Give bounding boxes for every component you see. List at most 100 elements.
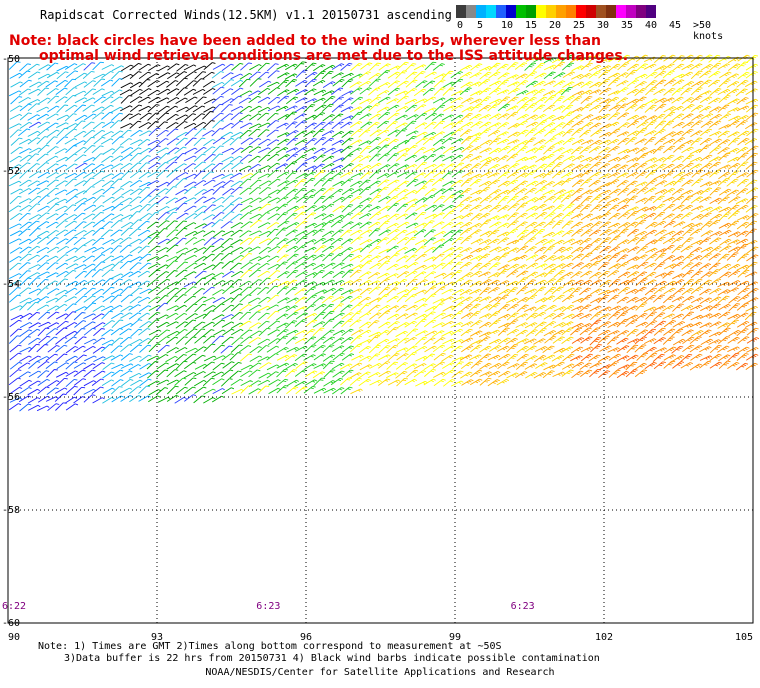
- wind-barb: [267, 263, 280, 270]
- wind-barb: [525, 262, 539, 270]
- wind-barb: [350, 155, 364, 163]
- wind-barb: [229, 137, 242, 146]
- wind-barb: [165, 161, 178, 170]
- wind-barb: [359, 254, 373, 263]
- wind-barb: [459, 64, 473, 71]
- wind-barb: [304, 370, 318, 378]
- wind-barb: [414, 313, 428, 320]
- wind-barb: [653, 327, 666, 336]
- wind-barb: [395, 304, 408, 313]
- wind-barb: [460, 121, 474, 129]
- wind-barb: [258, 246, 271, 255]
- wind-barb: [682, 222, 695, 229]
- wind-barb: [257, 379, 271, 386]
- wind-barb: [304, 246, 317, 253]
- wind-barb: [644, 287, 657, 296]
- wind-barb: [36, 106, 49, 113]
- wind-barb: [680, 172, 694, 178]
- wind-barb: [718, 304, 731, 311]
- wind-barb: [709, 237, 722, 245]
- wind-barb: [543, 64, 557, 71]
- wind-barb: [323, 262, 336, 270]
- wind-barb: [736, 172, 749, 179]
- wind-barb: [221, 369, 234, 377]
- wind-barb: [378, 111, 391, 120]
- wind-barb: [73, 237, 86, 246]
- wind-barb: [64, 94, 77, 104]
- wind-barb: [497, 361, 510, 370]
- wind-barb: [367, 272, 381, 279]
- wind-barb: [396, 80, 409, 88]
- wind-barb: [276, 212, 289, 221]
- wind-barb: [220, 104, 233, 113]
- wind-barb: [597, 270, 610, 279]
- wind-barb: [534, 279, 547, 286]
- wind-barb: [148, 127, 161, 137]
- wind-barb: [607, 330, 620, 336]
- wind-barb: [662, 213, 675, 221]
- wind-barb: [257, 287, 270, 296]
- wind-barb: [432, 238, 446, 245]
- wind-barb: [690, 270, 703, 279]
- wind-barb: [717, 147, 730, 155]
- wind-barb: [91, 145, 104, 154]
- wind-barb: [387, 187, 400, 196]
- wind-barb: [478, 253, 491, 262]
- wind-barb: [671, 163, 684, 171]
- wind-barb: [708, 296, 722, 304]
- wind-barb: [248, 287, 261, 296]
- wind-barb: [184, 155, 197, 162]
- wind-barb: [304, 363, 317, 370]
- legend-swatch: [616, 5, 626, 18]
- wind-barb: [579, 287, 592, 296]
- wind-barb: [395, 153, 408, 162]
- wind-barb: [645, 71, 658, 80]
- wind-barb: [183, 222, 197, 229]
- wind-barb: [498, 96, 510, 105]
- wind-barb: [441, 171, 454, 180]
- wind-barb: [203, 335, 216, 344]
- wind-barb: [598, 203, 611, 212]
- wind-barb: [709, 353, 722, 362]
- wind-barb: [599, 57, 612, 64]
- wind-barb: [83, 287, 96, 296]
- wind-barb: [257, 87, 271, 95]
- wind-barb: [157, 344, 170, 353]
- wind-barb: [221, 162, 234, 171]
- wind-barb: [699, 90, 712, 97]
- wind-barb: [38, 64, 51, 71]
- wind-barb: [708, 269, 721, 278]
- wind-barb: [663, 111, 676, 120]
- wind-barb: [276, 378, 289, 387]
- wind-barb: [330, 171, 344, 180]
- wind-barb: [74, 230, 87, 237]
- wind-barb: [64, 229, 77, 237]
- wind-barb: [231, 62, 244, 71]
- wind-barb: [746, 297, 759, 304]
- wind-barb: [424, 213, 438, 220]
- wind-barb: [147, 335, 160, 345]
- wind-barb: [524, 322, 538, 329]
- credit-line: NOAA/NESDIS/Center for Satellite Applica…: [205, 667, 555, 678]
- wind-barb: [54, 393, 67, 402]
- wind-barb: [598, 65, 612, 72]
- wind-barb: [663, 87, 676, 96]
- wind-barb: [441, 137, 454, 145]
- wind-barb: [414, 239, 428, 246]
- wind-barb: [358, 371, 371, 379]
- wind-barb: [561, 321, 574, 328]
- wind-barb: [129, 170, 143, 179]
- wind-barb: [321, 270, 335, 279]
- wind-barb: [690, 222, 703, 229]
- wind-barb: [396, 353, 409, 361]
- wind-barb: [736, 362, 749, 371]
- wind-barb: [654, 137, 667, 146]
- wind-barb: [129, 180, 143, 187]
- wind-barb: [294, 187, 307, 196]
- wind-barb: [552, 154, 565, 163]
- wind-barb: [690, 286, 703, 295]
- wind-barb: [313, 363, 327, 369]
- wind-barb: [174, 287, 187, 296]
- wind-barb: [192, 113, 205, 121]
- wind-barb: [717, 345, 730, 353]
